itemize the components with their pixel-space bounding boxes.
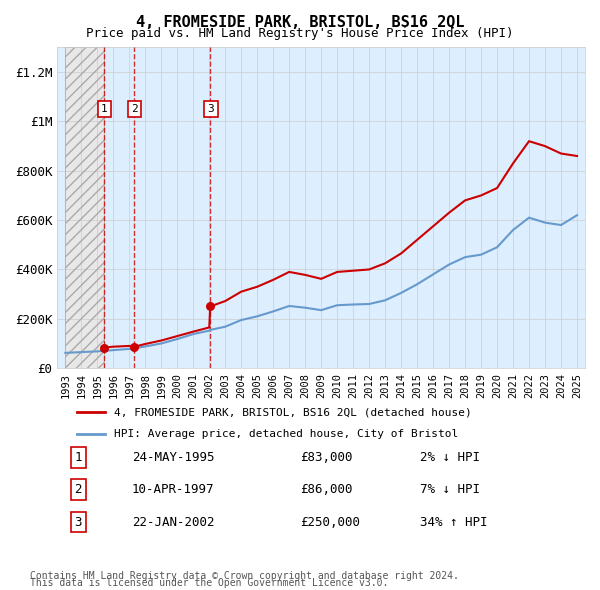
Text: This data is licensed under the Open Government Licence v3.0.: This data is licensed under the Open Gov…	[30, 578, 388, 588]
Text: 2% ↓ HPI: 2% ↓ HPI	[420, 451, 480, 464]
Text: 1: 1	[101, 104, 108, 114]
Text: 34% ↑ HPI: 34% ↑ HPI	[420, 516, 487, 529]
Text: £86,000: £86,000	[300, 483, 353, 496]
Text: 1: 1	[74, 451, 82, 464]
Text: 4, FROMESIDE PARK, BRISTOL, BS16 2QL: 4, FROMESIDE PARK, BRISTOL, BS16 2QL	[136, 15, 464, 30]
Text: HPI: Average price, detached house, City of Bristol: HPI: Average price, detached house, City…	[114, 430, 458, 440]
Text: £250,000: £250,000	[300, 516, 360, 529]
Text: 10-APR-1997: 10-APR-1997	[132, 483, 215, 496]
Point	[99, 343, 109, 352]
Text: 24-MAY-1995: 24-MAY-1995	[132, 451, 215, 464]
Text: 2: 2	[74, 483, 82, 496]
Text: Contains HM Land Registry data © Crown copyright and database right 2024.: Contains HM Land Registry data © Crown c…	[30, 571, 459, 581]
Text: 3: 3	[208, 104, 214, 114]
Text: 3: 3	[74, 516, 82, 529]
Text: £83,000: £83,000	[300, 451, 353, 464]
Text: 22-JAN-2002: 22-JAN-2002	[132, 516, 215, 529]
Text: 7% ↓ HPI: 7% ↓ HPI	[420, 483, 480, 496]
Text: 4, FROMESIDE PARK, BRISTOL, BS16 2QL (detached house): 4, FROMESIDE PARK, BRISTOL, BS16 2QL (de…	[114, 407, 472, 417]
Text: Price paid vs. HM Land Registry's House Price Index (HPI): Price paid vs. HM Land Registry's House …	[86, 27, 514, 40]
Point	[129, 342, 139, 352]
Point	[205, 301, 215, 311]
Text: 2: 2	[131, 104, 138, 114]
